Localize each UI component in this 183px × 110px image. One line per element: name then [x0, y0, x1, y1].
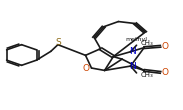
Text: CH₃: CH₃: [141, 72, 154, 78]
Text: S: S: [56, 38, 61, 47]
Text: methyl: methyl: [126, 37, 148, 42]
Text: N: N: [129, 47, 136, 56]
Text: N: N: [129, 62, 136, 71]
Text: O: O: [161, 68, 168, 77]
Text: CH₃: CH₃: [141, 40, 154, 46]
Text: O: O: [161, 42, 168, 51]
Text: O: O: [83, 64, 90, 73]
